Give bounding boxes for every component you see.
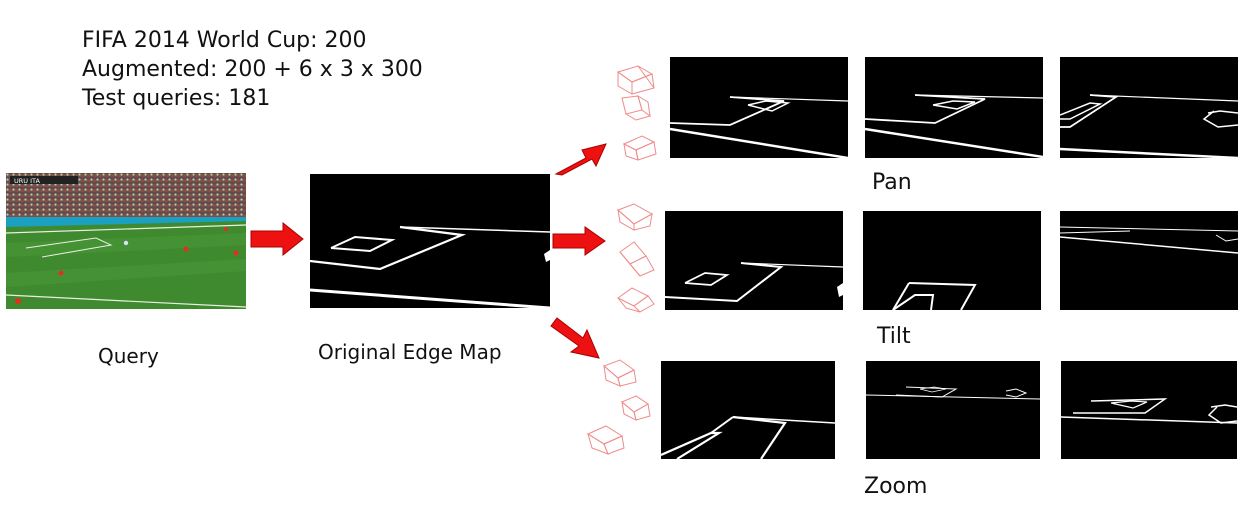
original-edge-map-label: Original Edge Map [318,340,502,364]
arrow-down-right-icon [550,317,600,359]
tilt-label: Tilt [877,324,911,349]
scoreboard-text: URU ITA [14,177,40,185]
stats-line-2: Augmented: 200 + 6 x 3 x 300 [82,57,423,82]
stats-line-3: Test queries: 181 [82,86,271,111]
query-label: Query [98,344,159,368]
tilt-edge-map-1 [665,211,843,310]
tilt-edge-map-3 [1060,211,1238,310]
zoom-edge-map-2 [866,361,1040,459]
zoom-edge-map-1 [661,361,835,459]
tilt-edge-map-2 [863,211,1041,310]
zoom-edge-map-3 [1061,361,1237,459]
camera-tilt-icon [617,203,655,313]
stats-line-1: FIFA 2014 World Cup: 200 [82,28,367,53]
pan-edge-map-2 [865,57,1043,158]
dataset-stats: FIFA 2014 World Cup: 200 Augmented: 200 … [82,26,423,113]
camera-zoom-icon [586,359,651,455]
camera-pan-icon [616,65,657,161]
pan-edge-map-3 [1060,57,1238,158]
query-image: URU ITA [6,173,246,309]
pan-edge-map-1 [670,57,848,158]
arrow-up-right-icon [554,143,607,176]
pan-label: Pan [872,170,912,195]
zoom-label: Zoom [864,474,928,499]
arrow-right-small-icon [552,226,606,256]
original-edge-map [310,174,550,308]
arrow-right-icon [250,222,304,256]
